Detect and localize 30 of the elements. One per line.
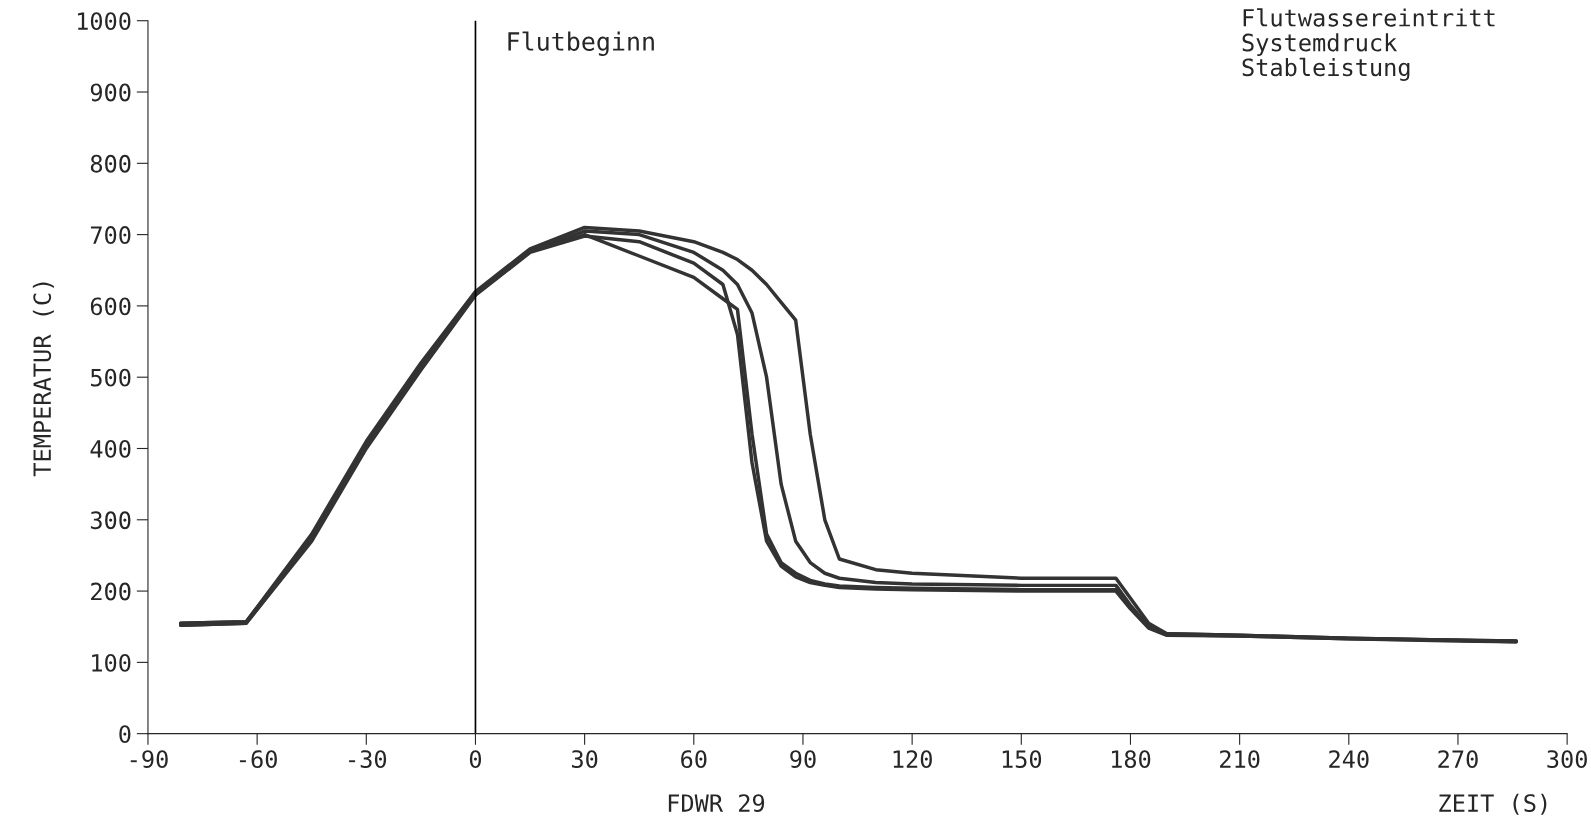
text: FDWR 29 bbox=[668, 794, 765, 812]
x-tick-label: 30 bbox=[572, 750, 598, 769]
x-axis-title: ZEIT (S) bbox=[1439, 793, 1547, 815]
x-tick-label: -90 bbox=[130, 750, 168, 769]
x-tick-label: -30 bbox=[349, 750, 387, 769]
x-tick-label: 300 bbox=[1547, 750, 1587, 769]
x-tick-label: 60 bbox=[681, 750, 707, 769]
y-tick-label: 1000 bbox=[77, 12, 131, 31]
annotation: Flutwassereintritt Systemdruck Stableistung bbox=[1242, 8, 1495, 81]
ref-line-label: Flutbeginn bbox=[508, 31, 654, 56]
y-tick-label: 200 bbox=[91, 582, 131, 601]
y-tick-label: 900 bbox=[90, 83, 131, 102]
y-tick-label: 700 bbox=[90, 226, 131, 244]
x-tick-label: 180 bbox=[1111, 750, 1151, 769]
x-tick-label: -60 bbox=[239, 750, 277, 769]
y-tick-label: 300 bbox=[90, 511, 131, 530]
x-tick-label: 90 bbox=[790, 750, 816, 769]
y-tick-label: 100 bbox=[92, 653, 131, 672]
y-axis-title: TEMPERATUR (C) bbox=[32, 282, 54, 477]
x-tick-label: 120 bbox=[893, 750, 932, 769]
y-tick-label: 400 bbox=[90, 440, 131, 458]
x-tick-label: 150 bbox=[1002, 750, 1042, 769]
y-tick-label: 800 bbox=[90, 154, 131, 173]
x-tick-label: 270 bbox=[1438, 750, 1478, 769]
x-tick-label: 0 bbox=[469, 750, 482, 769]
y-tick-label: 0 bbox=[119, 725, 131, 744]
x-tick-label: 210 bbox=[1220, 750, 1260, 769]
y-tick-label: 500 bbox=[91, 368, 131, 387]
x-tick-label: 240 bbox=[1329, 750, 1369, 769]
y-tick-label: 600 bbox=[90, 297, 131, 316]
